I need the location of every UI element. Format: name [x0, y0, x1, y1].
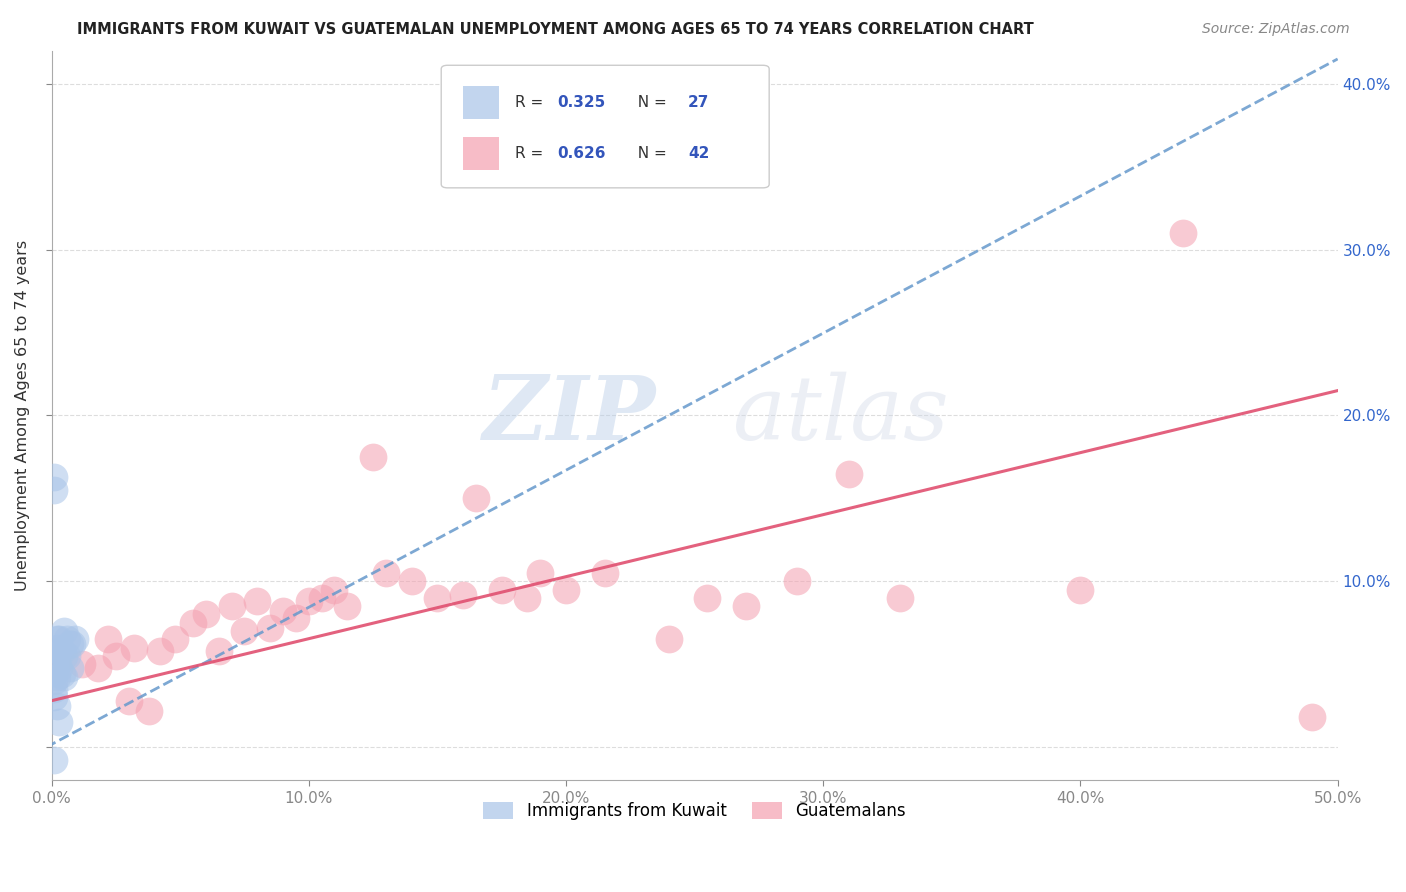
Point [1069, 582, 1091, 597]
Point [233, 624, 256, 638]
Point [58, 637, 80, 651]
Point [696, 591, 718, 605]
Point [104, 648, 127, 663]
Point [72, 657, 94, 672]
Point [555, 582, 578, 597]
Point [194, 607, 217, 622]
Text: 42: 42 [688, 145, 710, 161]
Point [56, 632, 79, 647]
Point [51, 644, 73, 658]
Text: R =: R = [515, 145, 548, 161]
Point [221, 599, 243, 614]
Point [45, 640, 67, 655]
Point [45, 698, 67, 713]
Point [42, 483, 65, 497]
Text: 0.325: 0.325 [557, 95, 605, 110]
FancyBboxPatch shape [441, 65, 769, 188]
Point [336, 599, 359, 614]
Point [246, 594, 269, 608]
Point [181, 615, 204, 630]
Point [516, 591, 538, 605]
Point [42, 665, 65, 680]
Point [58, 660, 80, 674]
Point [259, 621, 281, 635]
Point [163, 632, 186, 647]
Point [491, 582, 513, 597]
Text: ZIP: ZIP [482, 372, 657, 458]
Point [63, 632, 86, 647]
Point [311, 591, 333, 605]
Point [284, 611, 307, 625]
Point [60, 637, 83, 651]
Point [401, 574, 423, 589]
Point [1173, 226, 1195, 240]
Point [323, 582, 346, 597]
Point [451, 588, 474, 602]
Text: 0.626: 0.626 [557, 145, 606, 161]
Point [42, 673, 65, 688]
Point [87, 660, 110, 674]
Point [889, 591, 911, 605]
Point [42, 690, 65, 705]
Text: Source: ZipAtlas.com: Source: ZipAtlas.com [1202, 22, 1350, 37]
Point [148, 644, 170, 658]
Text: IMMIGRANTS FROM KUWAIT VS GUATEMALAN UNEMPLOYMENT AMONG AGES 65 TO 74 YEARS CORR: IMMIGRANTS FROM KUWAIT VS GUATEMALAN UNE… [77, 22, 1033, 37]
Point [97, 632, 120, 647]
Point [53, 671, 76, 685]
FancyBboxPatch shape [463, 86, 499, 119]
Point [42, 682, 65, 697]
Y-axis label: Unemployment Among Ages 65 to 74 years: Unemployment Among Ages 65 to 74 years [15, 240, 30, 591]
Point [48, 644, 70, 658]
Point [53, 624, 76, 638]
Point [51, 667, 73, 681]
Legend: Immigrants from Kuwait, Guatemalans: Immigrants from Kuwait, Guatemalans [477, 795, 912, 827]
Text: atlas: atlas [733, 372, 949, 458]
Point [658, 632, 681, 647]
Text: 27: 27 [688, 95, 710, 110]
Point [45, 657, 67, 672]
Point [138, 704, 160, 718]
Point [48, 715, 70, 730]
Point [118, 694, 141, 708]
Point [1301, 710, 1323, 724]
FancyBboxPatch shape [463, 136, 499, 169]
Point [529, 566, 551, 580]
Point [465, 491, 488, 506]
Point [374, 566, 396, 580]
Point [426, 591, 449, 605]
Point [786, 574, 808, 589]
Point [45, 671, 67, 685]
Point [361, 450, 384, 464]
Point [271, 604, 294, 618]
Point [298, 594, 321, 608]
Point [56, 648, 79, 663]
Point [42, 470, 65, 484]
Point [122, 640, 145, 655]
Point [48, 660, 70, 674]
Point [593, 566, 616, 580]
Point [45, 632, 67, 647]
Point [48, 632, 70, 647]
Point [42, 753, 65, 767]
Point [838, 467, 860, 481]
Text: R =: R = [515, 95, 548, 110]
Point [53, 648, 76, 663]
Point [735, 599, 758, 614]
Text: N =: N = [627, 145, 671, 161]
Text: N =: N = [627, 95, 671, 110]
Point [208, 644, 231, 658]
